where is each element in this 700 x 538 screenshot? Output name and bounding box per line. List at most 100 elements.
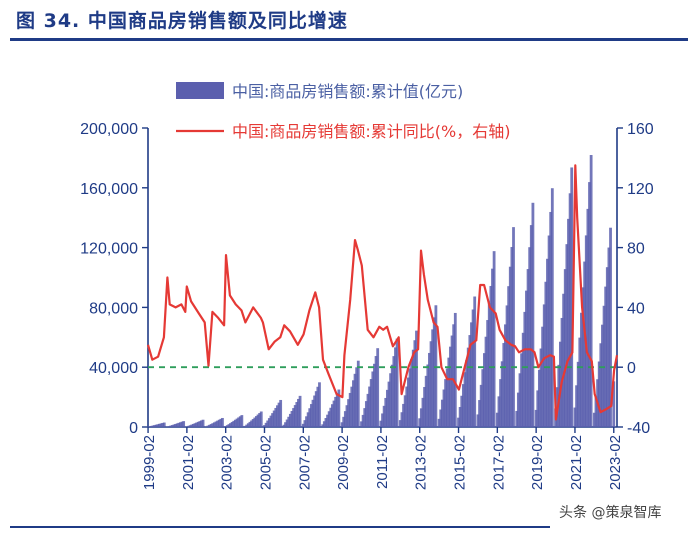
legend: 中国:商品房销售额:累计值(亿元) 中国:商品房销售额:累计同比(%，右轴): [176, 82, 510, 141]
x-tick-label: 2009-02: [335, 435, 352, 490]
cumulative-sales-bar: [563, 269, 567, 427]
cumulative-sales-bar: [434, 305, 438, 427]
left-tick-label: 80,000: [89, 300, 138, 317]
cumulative-sales-bar: [187, 425, 190, 427]
cumulative-sales-bar: [245, 424, 249, 427]
cumulative-sales-bar: [149, 425, 153, 427]
cumulative-sales-bar: [402, 403, 405, 427]
cumulative-sales-bar: [148, 426, 152, 427]
cumulative-sales-bar: [347, 399, 350, 427]
cumulative-sales-bar: [237, 417, 241, 427]
cumulative-sales-bar: [292, 408, 295, 427]
cumulative-sales-bar: [539, 348, 543, 427]
x-tick-label: 2023-02: [607, 435, 624, 490]
cumulative-sales-bar: [410, 359, 414, 427]
cumulative-sales-bar: [198, 421, 202, 427]
cumulative-sales-bar: [487, 303, 491, 427]
cumulative-sales-bar: [542, 304, 546, 427]
cumulative-sales-bar: [460, 395, 464, 427]
cumulative-sales-bar: [550, 188, 554, 427]
cumulative-sales-bar: [167, 426, 171, 427]
cumulative-sales-bar: [510, 247, 514, 427]
cumulative-sales-bar: [161, 422, 165, 427]
right-tick-label: 40: [627, 300, 645, 317]
cumulative-sales-bar: [450, 335, 454, 427]
cumulative-sales-bar: [508, 266, 512, 427]
cumulative-sales-bar: [182, 421, 186, 427]
cumulative-sales-bar: [424, 375, 428, 427]
cumulative-sales-bar: [483, 353, 486, 427]
cumulative-sales-bar: [235, 418, 239, 427]
bar-series: [146, 155, 616, 428]
cumulative-sales-bar: [290, 411, 294, 427]
cumulative-sales-bar: [567, 218, 570, 427]
cumulative-sales-bar: [208, 424, 211, 427]
cumulative-sales-bar: [285, 419, 289, 427]
cumulative-sales-bar: [575, 385, 578, 427]
cumulative-sales-bar: [324, 418, 328, 427]
cumulative-sales-bar: [233, 419, 237, 427]
cumulative-sales-bar: [345, 405, 349, 427]
cumulative-sales-bar: [562, 293, 566, 427]
cumulative-sales-bar: [458, 406, 462, 427]
x-tick-label: 2017-02: [490, 435, 507, 490]
cumulative-sales-bar: [560, 317, 564, 427]
cumulative-sales-bar: [297, 398, 300, 427]
cumulative-sales-bar: [580, 312, 583, 427]
cumulative-sales-bar: [440, 399, 444, 427]
x-tick-label: 1999-02: [141, 435, 158, 490]
cumulative-sales-bar: [549, 211, 553, 427]
cumulative-sales-bar: [309, 404, 313, 427]
cumulative-sales-bar: [172, 424, 176, 427]
cumulative-sales-bar: [314, 391, 318, 427]
cumulative-sales-bar: [287, 416, 291, 427]
cumulative-sales-bar: [411, 349, 415, 427]
cumulative-sales-bar: [326, 414, 329, 427]
cumulative-sales-bar: [225, 425, 229, 427]
cumulative-sales-bar: [531, 202, 535, 427]
cumulative-sales-bar: [188, 425, 192, 427]
cumulative-sales-bar: [429, 341, 433, 427]
cumulative-sales-bar: [342, 416, 346, 427]
cumulative-sales-bar: [394, 347, 397, 427]
cumulative-sales-bar: [332, 400, 336, 427]
cumulative-sales-bar: [492, 251, 496, 427]
cumulative-sales-bar: [568, 193, 572, 427]
right-tick-label: 80: [627, 241, 645, 258]
cumulative-sales-bar: [392, 356, 396, 427]
cumulative-sales-bar: [518, 373, 522, 427]
cumulative-sales-bar: [573, 407, 577, 427]
cumulative-sales-bar: [204, 426, 208, 427]
x-tick-label: 2015-02: [452, 435, 469, 490]
cumulative-sales-bar: [232, 420, 236, 427]
cumulative-sales-bar: [428, 352, 431, 427]
bottom-rule: [10, 526, 550, 528]
cumulative-sales-bar: [352, 380, 355, 427]
cumulative-sales-bar: [253, 417, 257, 427]
cumulative-sales-bar: [507, 286, 511, 427]
cumulative-sales-bar: [581, 287, 585, 427]
cumulative-sales-bar: [229, 423, 232, 427]
cumulative-sales-bar: [523, 311, 527, 427]
cumulative-sales-bar: [449, 346, 452, 427]
x-tick-label: 2013-02: [413, 435, 430, 490]
cumulative-sales-bar: [484, 336, 488, 427]
cumulative-sales-bar: [470, 322, 473, 427]
cumulative-sales-bar: [437, 418, 441, 427]
cumulative-sales-bar: [609, 227, 612, 427]
cumulative-sales-bar: [594, 396, 598, 427]
cumulative-sales-bar: [453, 312, 457, 427]
cumulative-sales-bar: [415, 330, 418, 427]
cumulative-sales-bar: [461, 384, 465, 427]
cumulative-sales-bar: [221, 417, 224, 427]
cumulative-sales-bar: [390, 364, 394, 427]
cumulative-sales-bar: [209, 424, 213, 427]
cumulative-sales-bar: [279, 399, 283, 427]
chart-title: 图 34. 中国商品房销售额及同比增速: [16, 10, 348, 32]
cumulative-sales-bar: [175, 423, 179, 427]
cumulative-sales-bar: [371, 371, 375, 427]
cumulative-sales-bar: [583, 261, 587, 427]
cumulative-sales-bar: [335, 393, 339, 427]
cumulative-sales-bar: [403, 395, 407, 427]
cumulative-sales-bar: [597, 361, 601, 427]
